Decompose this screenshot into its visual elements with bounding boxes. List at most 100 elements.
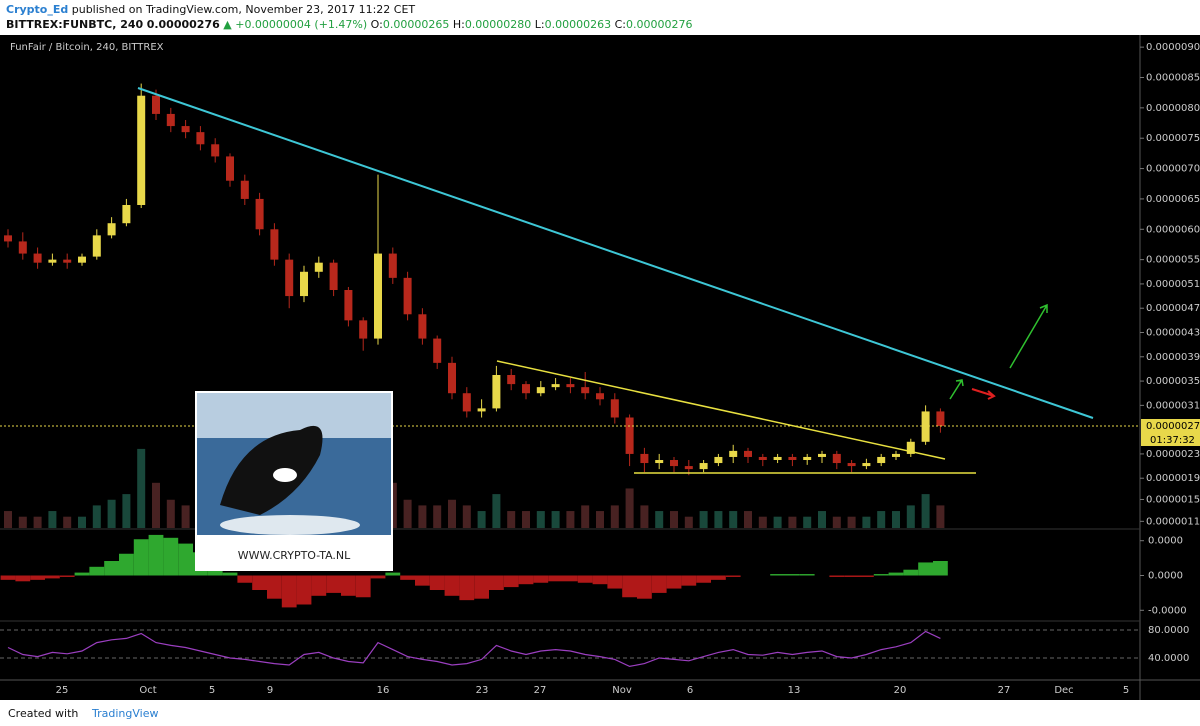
- macd-bar: [267, 575, 282, 599]
- candle-body: [758, 456, 767, 460]
- volume-bar: [803, 516, 812, 528]
- candle-body: [300, 271, 308, 297]
- candle-body: [388, 253, 397, 278]
- macd-bar: [503, 575, 519, 588]
- macd-bar: [370, 575, 386, 579]
- macd-bar: [548, 575, 563, 582]
- macd-bar: [533, 575, 549, 583]
- countdown: 01:37:32: [1150, 435, 1195, 446]
- volume-bar: [818, 511, 826, 528]
- x-tick-label: 23: [476, 685, 489, 696]
- candle-body: [63, 259, 72, 263]
- x-tick-label: Dec: [1054, 685, 1073, 696]
- candle-body: [314, 262, 323, 272]
- candle-body: [581, 387, 590, 394]
- candle-body: [4, 235, 12, 242]
- macd-bar: [592, 575, 608, 585]
- macd-bar: [799, 574, 815, 576]
- volume-bar: [877, 511, 886, 528]
- author[interactable]: Crypto_Ed: [6, 3, 69, 16]
- volume-bar: [418, 505, 427, 528]
- x-tick-label: 5: [209, 685, 215, 696]
- candle-body: [433, 338, 442, 363]
- macd-bar: [252, 575, 267, 590]
- macd-bar: [400, 575, 415, 580]
- volume-bar: [832, 516, 841, 528]
- o: 0.00000265: [382, 18, 450, 31]
- candle-body: [448, 362, 456, 394]
- macd-bar: [666, 575, 682, 589]
- macd-bar: [119, 553, 134, 576]
- volume-bar: [729, 511, 738, 528]
- candle-body: [344, 290, 353, 321]
- macd-bar: [326, 575, 341, 593]
- macd-bar: [888, 572, 904, 576]
- candle-body: [122, 205, 131, 224]
- candle-body: [462, 393, 471, 412]
- candle-body: [522, 384, 530, 394]
- candle-body: [418, 314, 427, 339]
- candle-body: [270, 229, 279, 260]
- volume-bar: [699, 511, 708, 528]
- background: [0, 35, 1200, 700]
- macd-bar: [444, 575, 460, 596]
- candle-body: [536, 387, 545, 394]
- volume-bar: [581, 505, 590, 528]
- x-tick-label: 27: [534, 685, 547, 696]
- candle-body: [285, 259, 294, 297]
- volume-bar: [640, 505, 649, 528]
- macd-bar: [45, 575, 60, 579]
- macd-bar: [873, 574, 889, 576]
- x-tick-label: 5: [1123, 685, 1129, 696]
- x-tick-label: 25: [56, 685, 69, 696]
- candle-body: [566, 384, 575, 388]
- arrow: [949, 379, 964, 400]
- macd-bar: [281, 575, 297, 608]
- macd-bar: [563, 575, 578, 582]
- volume-bar: [92, 505, 101, 528]
- candle-body: [699, 463, 708, 470]
- footer: Created with TradingView: [0, 700, 1200, 726]
- macd-bar: [918, 562, 933, 576]
- l-label: L:: [534, 18, 545, 31]
- volume-bar: [714, 511, 723, 528]
- candle-body: [33, 253, 42, 263]
- volume-bar: [48, 511, 57, 528]
- candle-body: [374, 253, 382, 339]
- volume-bar: [448, 499, 456, 528]
- candle-body: [670, 460, 678, 467]
- candle-body: [921, 411, 930, 442]
- volume-bar: [566, 511, 575, 528]
- candle-body: [818, 453, 826, 457]
- candle-body: [877, 456, 886, 464]
- volume-bar: [892, 511, 900, 528]
- brand[interactable]: TradingView: [92, 707, 159, 720]
- candle-body: [507, 375, 516, 385]
- macd-bar: [859, 575, 874, 577]
- candle-body: [211, 144, 220, 157]
- candle-body: [847, 463, 856, 467]
- x-tick-label: 20: [894, 685, 907, 696]
- candle-body: [226, 156, 234, 181]
- chart-title: FunFair / Bitcoin, 240, BITTREX: [10, 42, 164, 53]
- volume-bar: [788, 516, 797, 528]
- rsi-tick-label: 80.0000: [1148, 625, 1189, 636]
- macd-bar: [89, 566, 105, 576]
- x-tick-label: Oct: [139, 685, 156, 696]
- x-tick-label: 16: [377, 685, 390, 696]
- macd-bar: [415, 575, 430, 586]
- macd-tick-label: -0.0000: [1148, 605, 1187, 616]
- macd-bar: [577, 575, 593, 583]
- macd-bar: [15, 575, 31, 582]
- volume-bar: [122, 494, 131, 528]
- x-tick-label: 13: [788, 685, 801, 696]
- y-tick-label: 0.00000155: [1146, 494, 1200, 505]
- macd-bar: [607, 575, 623, 589]
- volume-bar: [4, 511, 12, 528]
- candle-body: [181, 126, 190, 133]
- header: Crypto_Ed published on TradingView.com, …: [0, 0, 1200, 35]
